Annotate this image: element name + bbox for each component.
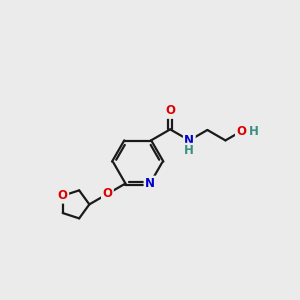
- Text: O: O: [165, 104, 175, 118]
- Text: O: O: [236, 125, 246, 138]
- Text: N: N: [184, 134, 194, 147]
- Text: O: O: [102, 188, 112, 200]
- Text: H: H: [249, 125, 259, 138]
- Text: N: N: [145, 177, 155, 190]
- Text: O: O: [58, 189, 68, 202]
- Text: H: H: [184, 144, 194, 157]
